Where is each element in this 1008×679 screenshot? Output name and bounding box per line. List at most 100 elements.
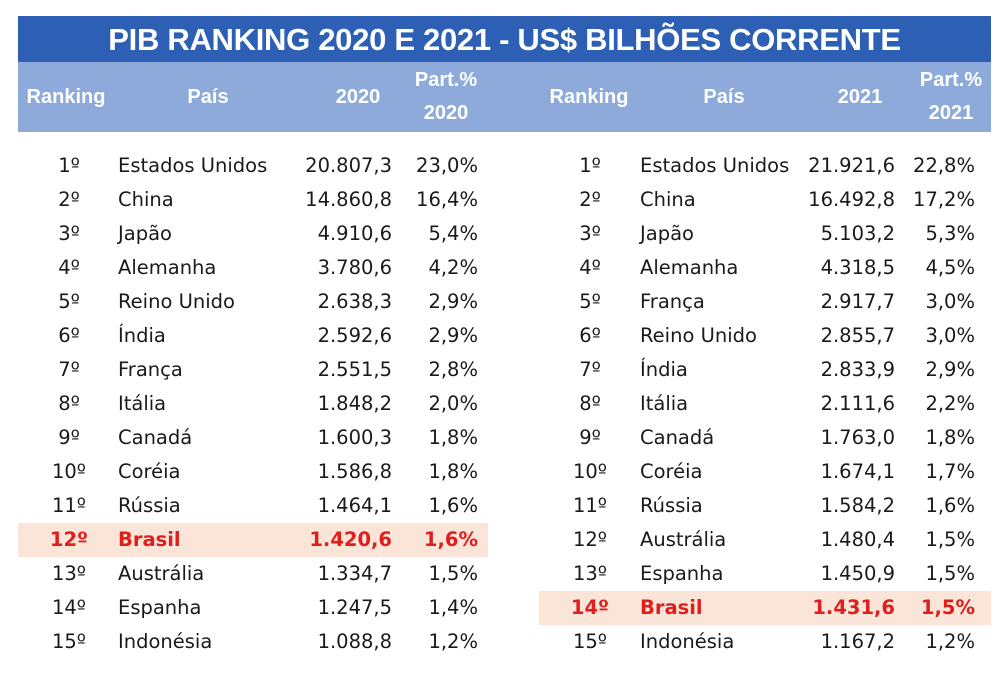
country-cell: Itália (640, 392, 689, 415)
table-row: 4º Alemanha 3.780,6 4,2% (18, 251, 488, 285)
value-cell: 1.420,6 (309, 528, 392, 551)
table-row: 10º Coréia 1.586,8 1,8% (18, 455, 488, 489)
share-cell: 2,8% (428, 358, 478, 381)
table-row: 9º Canadá 1.763,0 1,8% (539, 421, 991, 455)
value-cell: 2.592,6 (317, 324, 392, 347)
country-cell: Japão (640, 222, 694, 245)
rank-cell: 3º (579, 222, 601, 245)
share-cell: 23,0% (416, 154, 478, 177)
country-cell: Alemanha (640, 256, 739, 279)
table-row: 10º Coréia 1.674,1 1,7% (539, 455, 991, 489)
country-cell: Brasil (640, 596, 703, 619)
share-cell: 1,5% (925, 562, 975, 585)
value-cell: 2.833,9 (820, 358, 895, 381)
share-cell: 3,0% (925, 290, 975, 313)
country-cell: Coréia (118, 460, 181, 483)
country-cell: Reino Unido (118, 290, 235, 313)
country-cell: Canadá (118, 426, 193, 449)
table-row: 12º Brasil 1.420,6 1,6% (18, 523, 488, 557)
country-cell: Japão (118, 222, 172, 245)
share-cell: 1,8% (428, 426, 478, 449)
header-year-2020: 2020 (335, 85, 381, 108)
rank-cell: 5º (579, 290, 601, 313)
rank-cell: 10º (572, 460, 607, 483)
value-cell: 2.638,3 (317, 290, 392, 313)
share-cell: 4,2% (428, 256, 478, 279)
table-row: 13º Austrália 1.334,7 1,5% (18, 557, 488, 591)
table-row: 8º Itália 2.111,6 2,2% (539, 387, 991, 421)
value-cell: 1.763,0 (820, 426, 895, 449)
country-cell: Estados Unidos (640, 154, 790, 177)
rank-cell: 8º (579, 392, 601, 415)
country-cell: Rússia (640, 494, 703, 517)
rank-cell: 9º (579, 426, 601, 449)
table-row: 7º Índia 2.833,9 2,9% (539, 353, 991, 387)
table-2020: 1º Estados Unidos 20.807,3 23,0% 2º China 14.8… (18, 149, 488, 659)
table-row: 2º China 14.860,8 16,4% (18, 183, 488, 217)
value-cell: 16.492,8 (808, 188, 895, 211)
table-row: 9º Canadá 1.600,3 1,8% (18, 421, 488, 455)
share-cell: 5,4% (428, 222, 478, 245)
share-cell: 1,8% (428, 460, 478, 483)
share-cell: 1,8% (925, 426, 975, 449)
share-cell: 1,4% (428, 596, 478, 619)
country-cell: Indonésia (118, 630, 213, 653)
table-row: 3º Japão 5.103,2 5,3% (539, 217, 991, 251)
rank-cell: 15º (51, 630, 86, 653)
rank-cell: 6º (579, 324, 601, 347)
country-cell: Espanha (640, 562, 724, 585)
table-row: 11º Rússia 1.464,1 1,6% (18, 489, 488, 523)
table-row: 6º Índia 2.592,6 2,9% (18, 319, 488, 353)
value-cell: 1.167,2 (820, 630, 895, 653)
value-cell: 4.910,6 (317, 222, 392, 245)
page-title: PIB RANKING 2020 E 2021 - US$ BILHÕES CO… (18, 16, 991, 62)
table-row: 15º Indonésia 1.088,8 1,2% (18, 625, 488, 659)
value-cell: 1.584,2 (820, 494, 895, 517)
rank-cell: 11º (51, 494, 86, 517)
share-cell: 2,9% (428, 290, 478, 313)
table-row: 11º Rússia 1.584,2 1,6% (539, 489, 991, 523)
table-row: 7º França 2.551,5 2,8% (18, 353, 488, 387)
value-cell: 1.480,4 (820, 528, 895, 551)
table-row: 1º Estados Unidos 21.921,6 22,8% (539, 149, 991, 183)
rank-cell: 3º (58, 222, 80, 245)
value-cell: 2.855,7 (820, 324, 895, 347)
country-cell: França (118, 358, 183, 381)
country-cell: China (118, 188, 174, 211)
country-cell: Austrália (118, 562, 205, 585)
table-row: 14º Espanha 1.247,5 1,4% (18, 591, 488, 625)
rank-cell: 9º (58, 426, 80, 449)
rank-cell: 2º (579, 188, 601, 211)
country-cell: Coréia (640, 460, 703, 483)
table-row: 5º França 2.917,7 3,0% (539, 285, 991, 319)
share-cell: 5,3% (925, 222, 975, 245)
country-cell: Estados Unidos (118, 154, 268, 177)
country-cell: Canadá (640, 426, 715, 449)
header-pais-2021: País (703, 85, 745, 108)
value-cell: 20.807,3 (305, 154, 392, 177)
value-cell: 1.600,3 (317, 426, 392, 449)
share-cell: 1,5% (428, 562, 478, 585)
table-row: 14º Brasil 1.431,6 1,5% (539, 591, 991, 625)
value-cell: 1.450,9 (820, 562, 895, 585)
value-cell: 1.848,2 (317, 392, 392, 415)
rank-cell: 7º (579, 358, 601, 381)
share-cell: 3,0% (925, 324, 975, 347)
country-cell: Indonésia (640, 630, 735, 653)
country-cell: Espanha (118, 596, 202, 619)
value-cell: 3.780,6 (317, 256, 392, 279)
table-row: 3º Japão 4.910,6 5,4% (18, 217, 488, 251)
share-cell: 1,2% (428, 630, 478, 653)
share-cell: 1,6% (428, 494, 478, 517)
rank-cell: 13º (572, 562, 607, 585)
share-cell: 22,8% (913, 154, 975, 177)
header-part-2021-line2: 2021 (928, 102, 974, 124)
header-ranking-2020: Ranking (26, 85, 106, 108)
country-cell: Alemanha (118, 256, 217, 279)
header-year-2021: 2021 (837, 85, 883, 108)
country-cell: Índia (118, 324, 166, 347)
table-row: 5º Reino Unido 2.638,3 2,9% (18, 285, 488, 319)
country-cell: Rússia (118, 494, 181, 517)
table-row: 6º Reino Unido 2.855,7 3,0% (539, 319, 991, 353)
